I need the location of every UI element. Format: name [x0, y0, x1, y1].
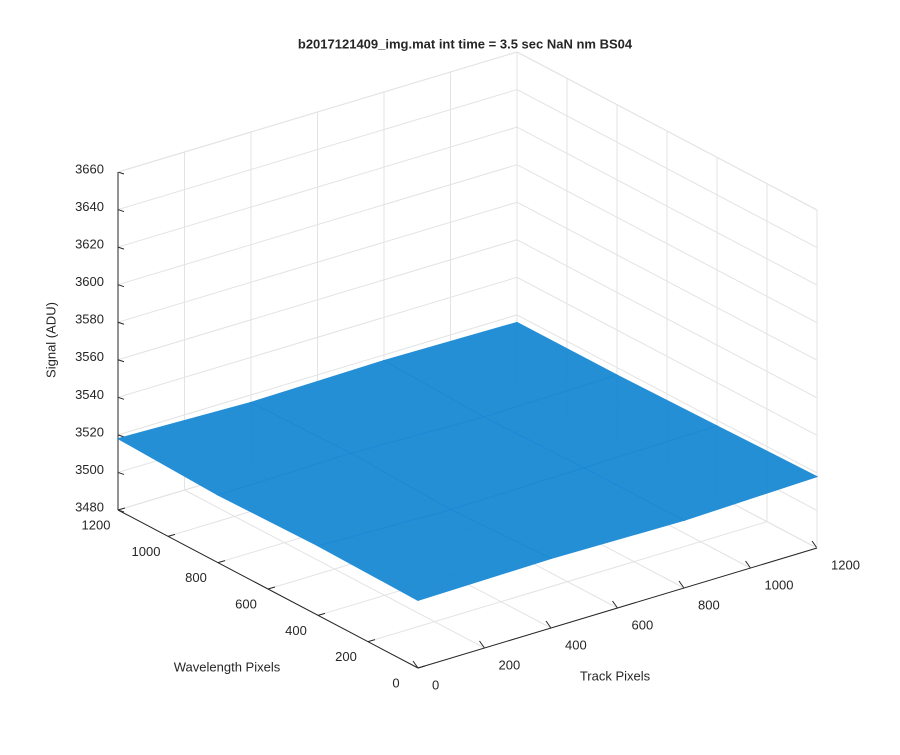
y-tick-label: 800	[185, 570, 207, 585]
z-tick-label: 3660	[75, 161, 104, 176]
z-axis-label: Signal (ADU)	[43, 302, 58, 378]
y-tick-label: 1000	[132, 544, 161, 559]
tick-mark	[412, 660, 419, 669]
tick-mark	[117, 396, 125, 400]
tick-mark	[117, 284, 125, 288]
tick-mark	[479, 640, 485, 649]
y-tick-label: 400	[285, 623, 307, 638]
x-tick-label: 600	[632, 617, 654, 632]
tick-mark	[117, 359, 125, 363]
z-tick-label: 3640	[75, 199, 104, 214]
y-tick-label: 600	[235, 596, 257, 611]
y-axis	[117, 509, 419, 669]
tick-mark	[167, 533, 176, 537]
y-axis-label: Wavelength Pixels	[174, 659, 281, 674]
z-tick-label: 3620	[75, 237, 104, 252]
y-tick-label: 0	[392, 675, 399, 690]
tick-mark	[117, 471, 125, 475]
box-edge	[117, 51, 518, 173]
tick-mark	[678, 580, 685, 589]
tick-mark	[267, 586, 276, 590]
z-tick-label: 3560	[75, 349, 104, 364]
x-tick-label: 200	[499, 657, 521, 672]
tick-mark	[217, 560, 226, 564]
y-tick-label: 200	[335, 649, 357, 664]
tick-mark	[117, 209, 125, 213]
x-tick-label: 1200	[831, 557, 860, 572]
x-tick-label: 1000	[765, 577, 794, 592]
z-tick-label: 3520	[75, 424, 104, 439]
y-tick-label: 1200	[82, 517, 111, 532]
tick-mark	[117, 507, 126, 511]
z-tick-label: 3580	[75, 312, 104, 327]
chart-title: b2017121409_img.mat int time = 3.5 sec N…	[298, 36, 633, 51]
x-axis-label: Track Pixels	[580, 668, 651, 683]
x-tick-label: 400	[565, 637, 587, 652]
tick-mark	[117, 171, 125, 175]
tick-mark	[117, 246, 125, 250]
z-tick-label: 3600	[75, 274, 104, 289]
x-tick-label: 800	[698, 597, 720, 612]
tick-mark	[367, 639, 376, 643]
tick-mark	[117, 434, 125, 438]
tick-mark	[117, 321, 125, 325]
tick-mark	[545, 620, 552, 629]
x-axis	[417, 547, 818, 669]
z-tick-label: 3500	[75, 462, 104, 477]
tick-mark	[612, 600, 618, 609]
surface-patch	[316, 509, 553, 601]
tick-mark	[811, 540, 818, 549]
tick-mark	[745, 560, 751, 569]
x-tick-label: 0	[432, 677, 439, 692]
box-edge	[516, 51, 818, 211]
grid-line	[367, 521, 768, 643]
z-tick-label: 3540	[75, 387, 104, 402]
tick-mark	[317, 612, 326, 616]
z-tick-label: 3480	[75, 499, 104, 514]
